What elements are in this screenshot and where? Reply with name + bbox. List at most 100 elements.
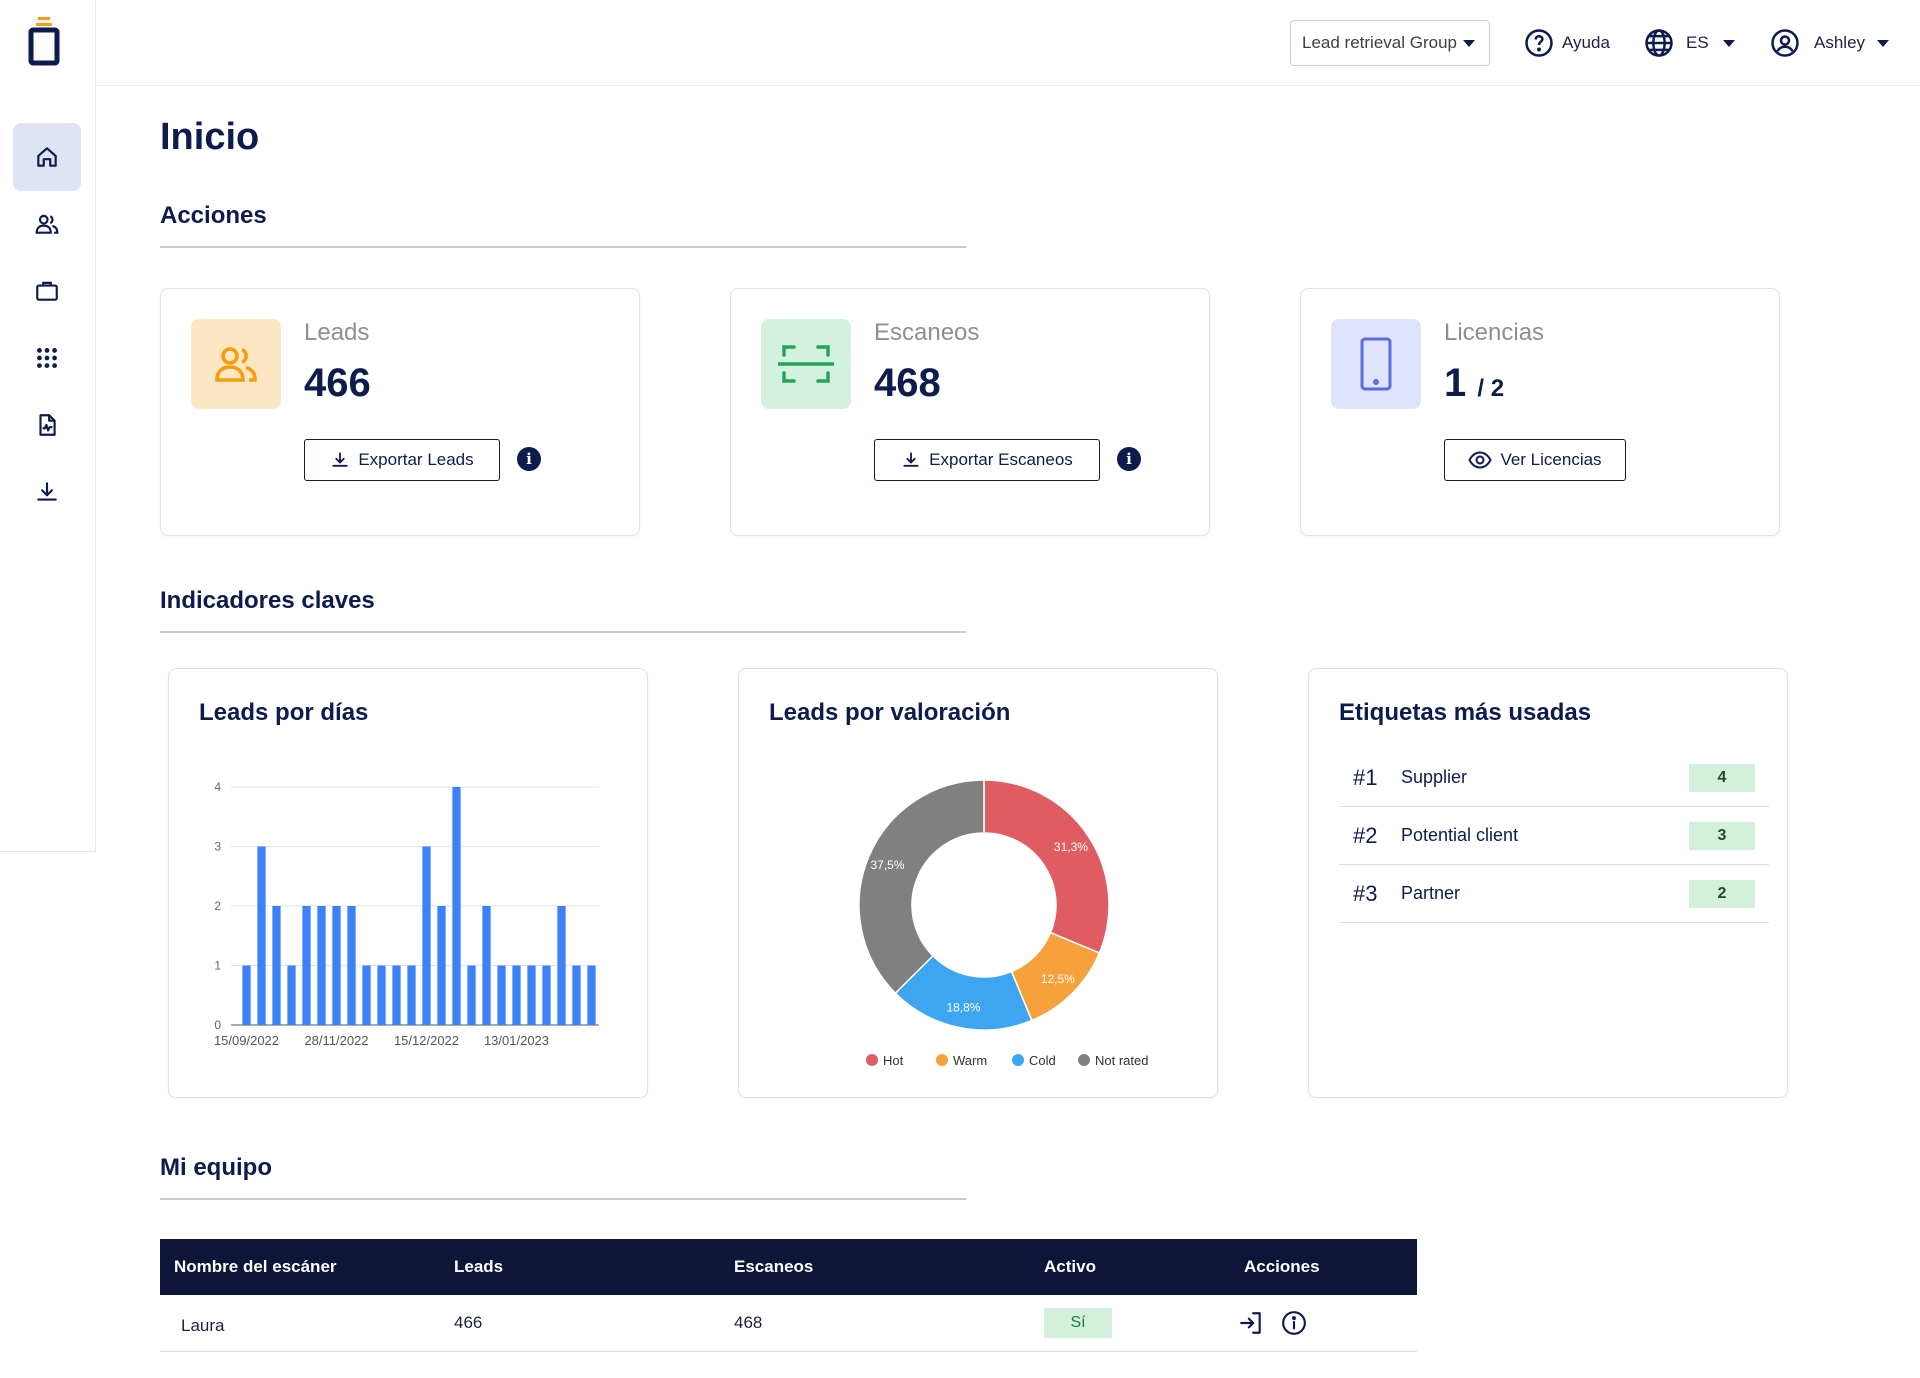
bar [407, 965, 416, 1025]
legend-marker [1012, 1054, 1024, 1066]
bar [572, 965, 581, 1025]
help-label: Ayuda [1562, 33, 1610, 52]
scans-card-icon [761, 319, 851, 409]
section-title-team: Mi equipo [160, 1154, 272, 1181]
globe-icon [1645, 29, 1673, 57]
login-icon[interactable] [1238, 1310, 1264, 1336]
bar [467, 965, 476, 1025]
leads-by-day-title: Leads por días [199, 699, 369, 726]
view-licenses-label: Ver Licencias [1500, 450, 1602, 469]
scans-cell: 468 [720, 1295, 1030, 1352]
table-row: Laura 466 468 Sí [160, 1295, 1417, 1352]
legend-marker [1078, 1054, 1090, 1066]
sidebar-item-leads[interactable] [13, 190, 81, 258]
export-scans-label: Exportar Escaneos [929, 450, 1073, 469]
column-header-scans[interactable]: Escaneos [720, 1239, 1030, 1295]
eye-icon [1468, 451, 1493, 469]
y-tick-label: 2 [214, 899, 221, 913]
slice-label: 37,5% [870, 858, 904, 872]
top-tags-card: Etiquetas más usadas #1 Supplier 4 #2 Po… [1308, 668, 1788, 1098]
leads-card-icon [191, 319, 281, 409]
tag-name: Partner [1401, 883, 1461, 903]
phone-icon [1360, 337, 1392, 391]
scans-label: Escaneos [874, 319, 980, 346]
sidebar-item-briefcase[interactable] [13, 257, 81, 325]
licenses-card-icon [1331, 319, 1421, 409]
sidebar-item-home[interactable] [13, 123, 81, 191]
x-tick-label: 15/12/2022 [394, 1033, 459, 1048]
bar [257, 846, 266, 1025]
legend-label: Not rated [1095, 1053, 1148, 1068]
bar [482, 906, 491, 1025]
user-circle-icon [1771, 29, 1799, 57]
leads-info-icon[interactable]: i [517, 447, 541, 471]
chevron-down-icon [1722, 39, 1735, 47]
legend-marker [936, 1054, 948, 1066]
tag-row: #2 Potential client 3 [1339, 807, 1769, 865]
bar [497, 965, 506, 1025]
tag-count-badge: 4 [1689, 763, 1755, 792]
bar [437, 906, 446, 1025]
leads-cell: 466 [440, 1295, 720, 1352]
table-header-row: Nombre del escáner Leads Escaneos Activo… [160, 1239, 1417, 1295]
tag-row: #3 Partner 2 [1339, 865, 1769, 923]
export-leads-label: Exportar Leads [358, 450, 474, 469]
tag-rank: #3 [1353, 880, 1378, 906]
home-icon [37, 147, 57, 167]
column-header-scanner-name[interactable]: Nombre del escáner [160, 1239, 440, 1295]
actions-cell [1230, 1295, 1417, 1352]
slice-label: 12,5% [1041, 972, 1075, 986]
scans-count: 468 [874, 361, 941, 405]
sidebar [0, 0, 96, 852]
pie-slice [858, 779, 985, 995]
licenses-used: 1 [1444, 361, 1467, 405]
y-tick-label: 4 [214, 780, 221, 794]
column-header-leads[interactable]: Leads [440, 1239, 720, 1295]
y-tick-label: 1 [214, 959, 221, 973]
column-header-active[interactable]: Activo [1030, 1239, 1230, 1295]
tag-rank: #1 [1353, 764, 1378, 790]
x-tick-label: 28/11/2022 [304, 1033, 368, 1048]
bar [587, 965, 596, 1025]
user-menu[interactable]: Ashley [1770, 24, 1890, 62]
group-select[interactable]: Lead retrieval Group [1290, 20, 1490, 66]
section-divider [160, 246, 966, 248]
user-name: Ashley [1814, 33, 1866, 52]
tag-name: Supplier [1401, 767, 1468, 787]
sidebar-item-apps[interactable] [13, 324, 81, 392]
y-tick-label: 0 [214, 1018, 221, 1032]
sidebar-item-reports[interactable] [13, 391, 81, 459]
slice-label: 18,8% [946, 1000, 980, 1014]
x-tick-label: 15/09/2022 [214, 1033, 279, 1048]
bar [557, 906, 566, 1025]
leads-count: 466 [304, 361, 371, 405]
bar [452, 787, 461, 1025]
sidebar-item-downloads[interactable] [13, 458, 81, 526]
export-scans-button[interactable]: Exportar Escaneos [874, 439, 1100, 481]
scan-icon [778, 345, 834, 383]
active-cell: Sí [1030, 1295, 1230, 1352]
briefcase-icon [36, 281, 58, 301]
active-badge: Sí [1044, 1307, 1112, 1338]
legend-label: Cold [1029, 1053, 1056, 1068]
group-select-value: Lead retrieval Group [1302, 33, 1457, 52]
export-leads-button[interactable]: Exportar Leads [304, 439, 500, 481]
info-icon[interactable] [1281, 1310, 1307, 1336]
tag-count-badge: 2 [1689, 879, 1755, 908]
bar [512, 965, 521, 1025]
scans-info-icon[interactable]: i [1117, 447, 1141, 471]
team-table: Nombre del escáner Leads Escaneos Activo… [160, 1239, 1417, 1352]
legend-label: Warm [953, 1053, 987, 1068]
licenses-total: / 2 [1477, 375, 1505, 402]
tag-name: Potential client [1401, 825, 1519, 845]
licenses-count: 1 / 2 [1444, 361, 1504, 406]
bar [347, 906, 356, 1025]
leads-by-day-card: Leads por días 0 1 2 3 4 15/09/2022 28/11/2022… [168, 668, 648, 1098]
language-select[interactable]: ES [1644, 24, 1735, 62]
view-licenses-button[interactable]: Ver Licencias [1444, 439, 1626, 481]
app-logo[interactable] [28, 16, 60, 66]
help-link[interactable]: Ayuda [1524, 24, 1610, 62]
bar [332, 906, 341, 1025]
chevron-down-icon [1462, 39, 1475, 47]
bar [317, 906, 326, 1025]
